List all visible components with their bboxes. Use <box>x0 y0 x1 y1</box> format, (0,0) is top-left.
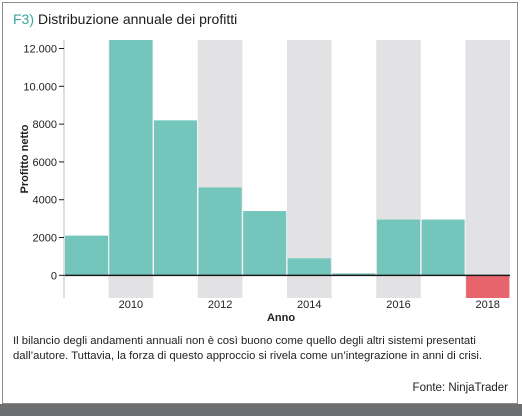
bar-2010 <box>109 40 153 276</box>
bar-2018 <box>466 275 510 298</box>
background-band-2014 <box>287 40 332 298</box>
source-credit: Fonte: NinjaTrader <box>412 382 508 394</box>
bottom-bar <box>0 404 522 416</box>
y-tick-label: 6000 <box>33 157 57 169</box>
y-tick-label: 8000 <box>33 119 57 131</box>
x-axis-title: Anno <box>267 312 295 324</box>
x-tick-label: 2018 <box>475 299 499 311</box>
y-tick-label: 12.000 <box>23 44 57 56</box>
y-tick-label: 10.000 <box>23 81 57 93</box>
y-tick-label: 2000 <box>33 233 57 245</box>
background-band-2018 <box>465 40 510 298</box>
bar-2012 <box>198 187 242 276</box>
figure-caption: Il bilancio degli andamenti annuali non … <box>13 335 483 362</box>
y-axis-title: Profitto netto <box>19 124 31 193</box>
x-tick-label: 2012 <box>208 299 232 311</box>
chart-title: Distribuzione annuale dei profitti <box>38 11 238 27</box>
bar-2016 <box>376 219 421 276</box>
bar-2011 <box>153 120 198 276</box>
y-tick-label: 4000 <box>33 195 57 207</box>
bar-2015 <box>332 273 376 276</box>
bar-2013 <box>243 211 287 276</box>
bar-2014 <box>287 258 331 276</box>
bar-2017 <box>421 219 465 276</box>
x-tick-label: 2010 <box>119 299 143 311</box>
figure-title: F3) Distribuzione annuale dei profitti <box>13 11 237 27</box>
y-tick-label: 0 <box>51 270 57 282</box>
figure-number: F3) <box>13 11 34 27</box>
x-tick-label: 2016 <box>386 299 410 311</box>
x-tick-label: 2014 <box>297 299 321 311</box>
figure-frame <box>2 2 518 404</box>
bar-2009 <box>65 235 109 276</box>
